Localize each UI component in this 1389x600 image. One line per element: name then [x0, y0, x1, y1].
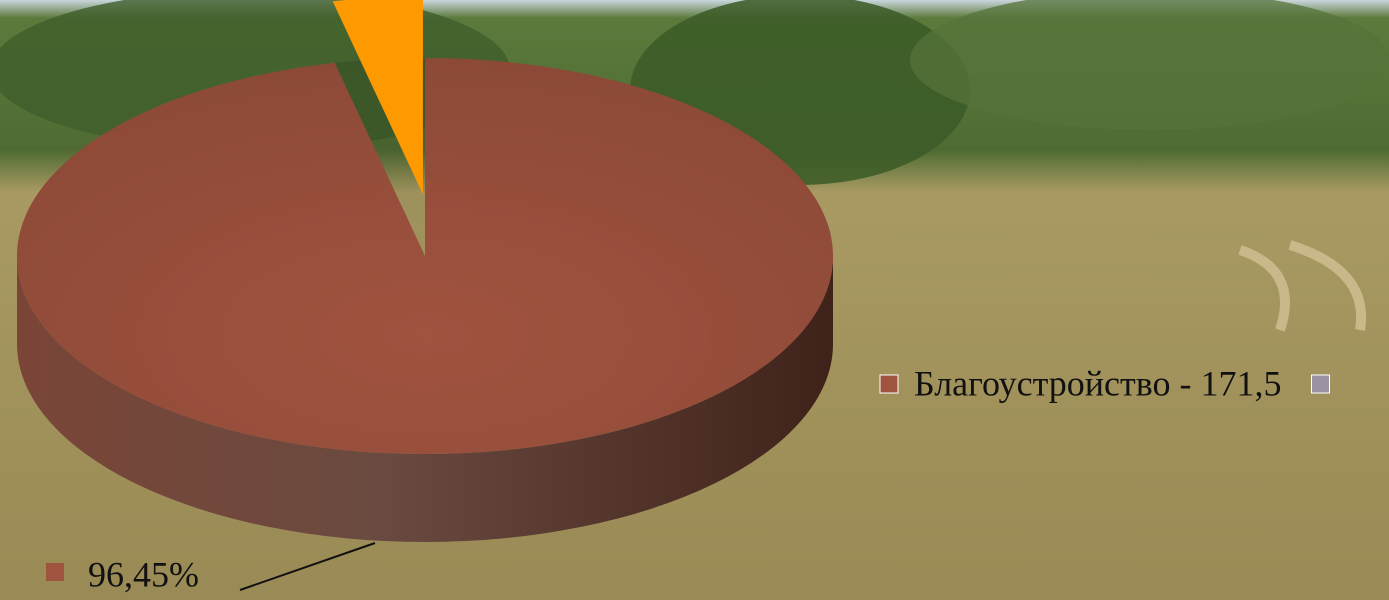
- legend-label: Благоустройство - 171,5: [914, 363, 1282, 403]
- pie-slice: [17, 58, 833, 454]
- leader-line: [239, 542, 376, 591]
- data-label: 96,45%: [88, 554, 199, 594]
- trees: [910, 0, 1389, 130]
- slice-side: [17, 256, 833, 542]
- legend-marker: [1311, 374, 1331, 394]
- label-marker: [46, 563, 64, 581]
- field-path: [1238, 240, 1367, 332]
- legend-marker: [879, 374, 899, 394]
- pie-slice: [332, 0, 423, 195]
- legend: Благоустройство - 171,5: [879, 363, 1331, 403]
